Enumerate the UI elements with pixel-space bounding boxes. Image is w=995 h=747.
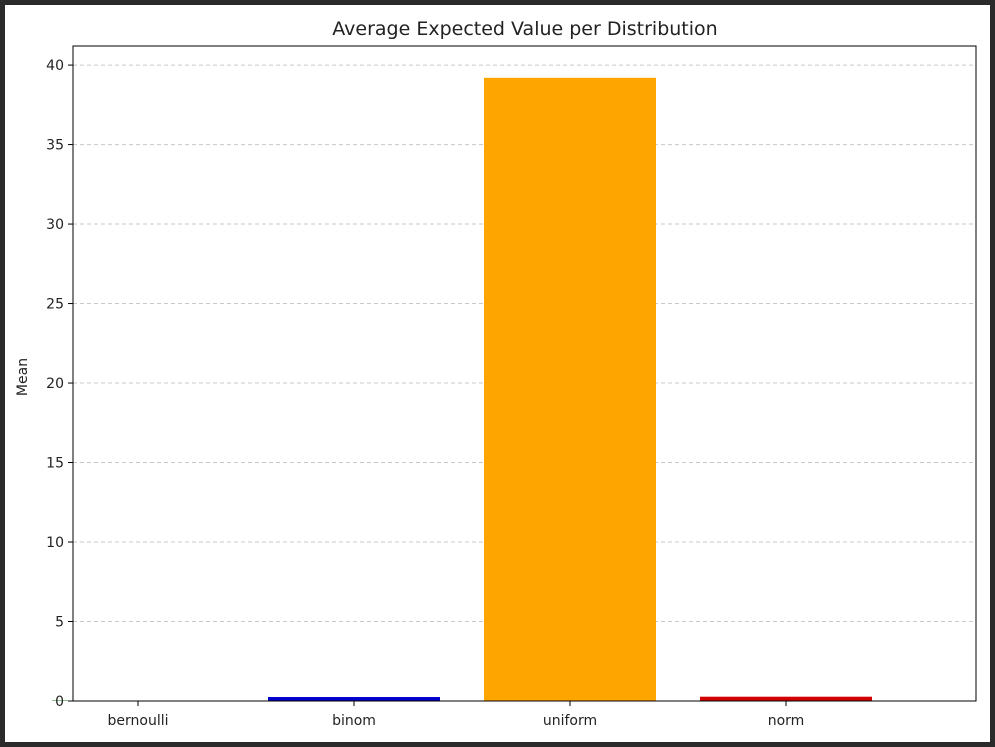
chart-title: Average Expected Value per Distribution <box>332 18 717 40</box>
plot-frame <box>72 45 977 702</box>
y-tick-label: 20 <box>46 376 64 392</box>
y-tick-label: 40 <box>46 58 64 74</box>
y-tick-label: 10 <box>46 535 64 551</box>
y-tick-label: 30 <box>46 217 64 233</box>
y-ticks: 0 5 10 15 20 25 30 35 40 <box>46 58 73 710</box>
x-tick-label-norm: norm <box>768 713 805 729</box>
x-tick-label-uniform: uniform <box>543 713 597 729</box>
y-tick-label: 0 <box>55 694 64 710</box>
y-tick-label: 35 <box>46 138 64 154</box>
y-axis-label: Mean <box>15 358 31 396</box>
bar-binom <box>268 697 440 701</box>
x-tick-label-binom: binom <box>332 713 376 729</box>
bar-uniform <box>484 77 656 701</box>
y-tick-label: 15 <box>46 456 64 472</box>
x-tick-label-bernoulli: bernoulli <box>108 713 169 729</box>
bar-chart: 0 5 10 15 20 25 30 35 40 bernoulli binom uniform no… <box>15 18 977 729</box>
bar-norm <box>700 696 872 701</box>
chart-figure: 0 5 10 15 20 25 30 35 40 bernoulli binom uniform no… <box>5 5 990 742</box>
y-tick-label: 25 <box>46 297 64 313</box>
x-ticks: bernoulli binom uniform norm <box>108 701 805 729</box>
bars <box>52 77 872 701</box>
y-tick-label: 5 <box>55 615 64 631</box>
